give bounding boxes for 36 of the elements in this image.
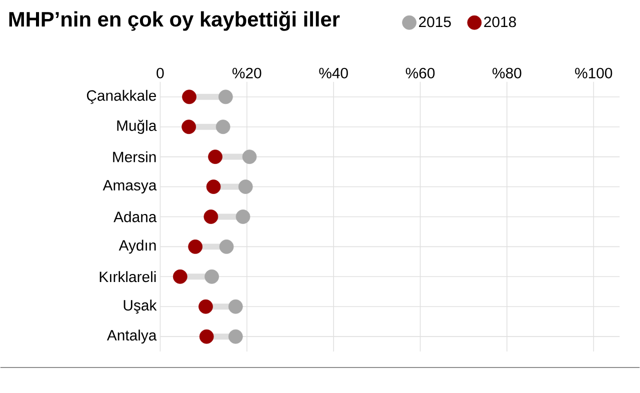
- y-tick-label: Mersin: [113, 152, 156, 163]
- y-tick-label: Kırklareli: [100, 271, 156, 282]
- y-tick-label: Uşak: [124, 300, 157, 314]
- point: [182, 90, 196, 104]
- point: [228, 330, 243, 344]
- legend-label: 2018: [484, 16, 516, 28]
- legend-label: 2015: [419, 16, 451, 28]
- x-tick-label: %100: [575, 68, 612, 79]
- x-tick-label: %20: [232, 68, 262, 79]
- point: [242, 150, 257, 164]
- point: [208, 150, 222, 164]
- point: [216, 120, 230, 134]
- point: [238, 180, 253, 194]
- x-tick-label: %80: [492, 68, 522, 79]
- point: [172, 270, 188, 284]
- point: [182, 120, 196, 134]
- point: [188, 240, 203, 254]
- point: [206, 180, 221, 194]
- point: [204, 270, 219, 284]
- point: [204, 210, 218, 224]
- point: [218, 90, 233, 104]
- point: [236, 210, 250, 224]
- point: [198, 300, 213, 314]
- point: [219, 240, 234, 254]
- y-tick-label: Amasya: [102, 180, 157, 194]
- x-tick-label: %40: [319, 68, 348, 79]
- y-tick-label: Muğla: [117, 120, 157, 134]
- y-tick-label: Aydın: [118, 240, 156, 254]
- chart-title: MHP’nin en çok oy kaybettiği iller: [9, 11, 340, 32]
- y-tick-label: Adana: [114, 212, 157, 222]
- y-tick-label: Çanakkale: [86, 90, 156, 104]
- x-tick-label: 0: [156, 68, 164, 79]
- point: [199, 330, 214, 344]
- x-tick-label: %60: [406, 68, 435, 79]
- y-tick-label: Antalya: [106, 330, 157, 344]
- point: [228, 300, 243, 314]
